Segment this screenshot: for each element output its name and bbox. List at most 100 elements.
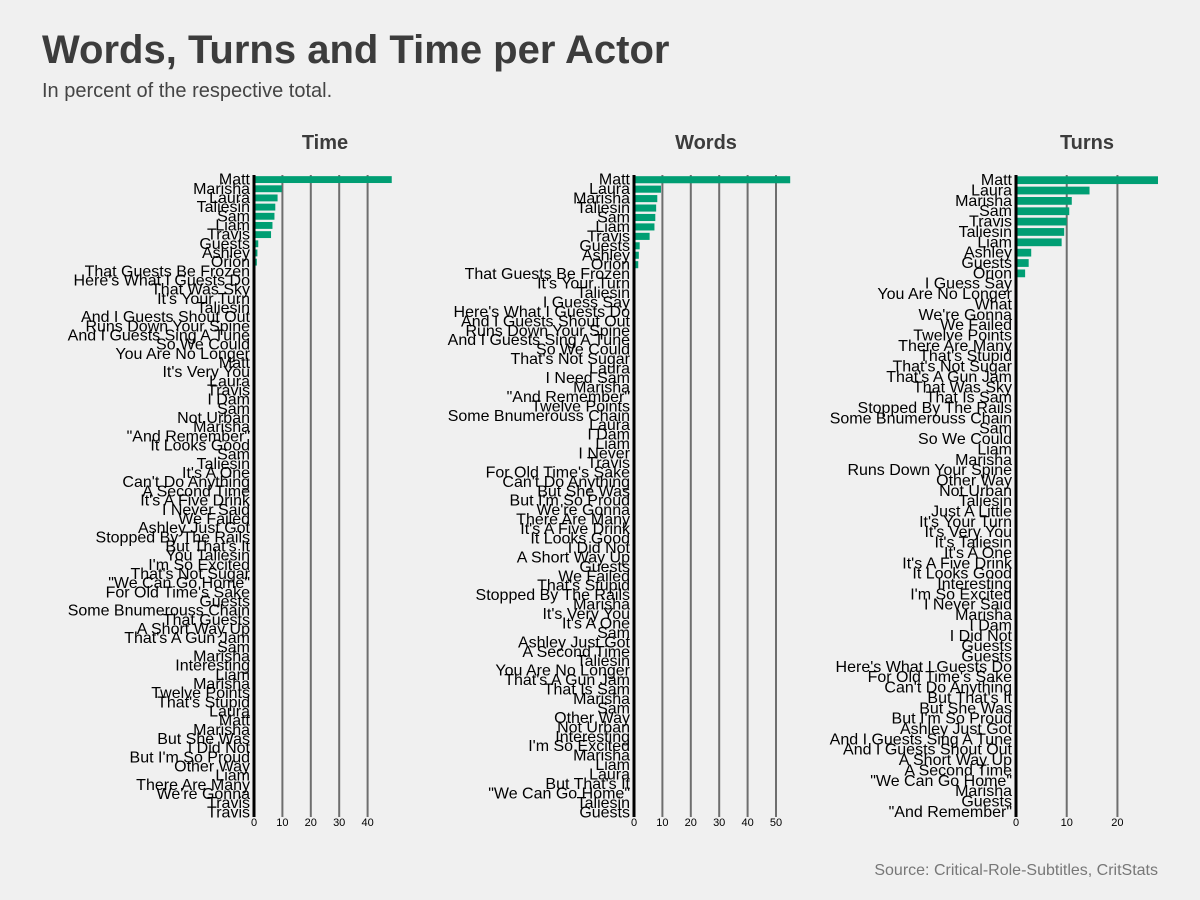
category-label: That Guests Be Frozen [85, 263, 250, 280]
category-label: So We Could [536, 342, 630, 359]
category-label: But She Was [537, 483, 630, 500]
category-label: Liam [595, 219, 630, 236]
category-label: Interesting [555, 729, 630, 746]
category-label: And I Guests Shout Out [461, 313, 631, 330]
category-label: Liam [215, 667, 250, 684]
category-label: We're Gonna [919, 307, 1013, 324]
category-label: Ashley [202, 245, 250, 262]
category-label: Some Bnumerouss Chain [830, 410, 1012, 427]
category-label: Liam [215, 217, 250, 234]
bar [254, 212, 275, 220]
category-label: Ashley [964, 245, 1012, 262]
category-label: It's A Five Drink [140, 493, 251, 510]
category-label: Marisha [573, 597, 630, 614]
category-label: Laura [209, 704, 250, 721]
bar [1016, 248, 1032, 257]
x-tick-label: 10 [276, 817, 288, 829]
category-label: Liam [977, 441, 1012, 458]
category-label: Laura [589, 361, 630, 378]
category-label: Matt [599, 172, 631, 189]
category-label: A Short Way Up [899, 752, 1012, 769]
category-label: Sam [597, 700, 630, 717]
bar [254, 185, 282, 193]
category-label: Matt [219, 713, 251, 730]
category-label: Other Way [936, 472, 1012, 489]
chart-subtitle: In percent of the respective total. [42, 80, 333, 102]
category-label: "We Can Go Home" [108, 575, 250, 592]
category-label: But That's It [165, 538, 250, 555]
category-label: Travis [207, 383, 250, 400]
category-label: I Need Sam [546, 370, 630, 387]
category-label: And I Guests Shout Out [843, 742, 1013, 759]
bar [1016, 176, 1158, 185]
category-label: It's A One [562, 615, 630, 632]
category-label: Runs Down Your Spine [85, 318, 250, 335]
category-label: Marisha [573, 379, 630, 396]
category-label: A Second Time [904, 762, 1012, 779]
category-label: Taliesin [577, 653, 630, 670]
category-label: Laura [589, 767, 630, 784]
category-label: That's Not Sugar [130, 566, 250, 583]
category-label: But She Was [919, 700, 1012, 717]
category-label: Liam [595, 757, 630, 774]
category-label: Taliesin [197, 300, 250, 317]
category-label: Sam [217, 639, 250, 656]
category-label: That Guests Be Frozen [465, 266, 630, 283]
category-label: It's Your Turn [537, 276, 630, 293]
category-label: Laura [209, 373, 250, 390]
category-label: Taliesin [197, 456, 250, 473]
category-label: For Old Time's Sake [868, 669, 1013, 686]
category-label: It Looks Good [912, 566, 1012, 583]
category-label: I Never Said [924, 597, 1012, 614]
category-label: But That's It [927, 690, 1012, 707]
category-label: Orion [973, 265, 1012, 282]
category-label: Matt [219, 355, 251, 372]
category-label: Travis [207, 804, 250, 821]
x-tick-label: 0 [251, 817, 257, 829]
category-label: A Second Time [142, 483, 250, 500]
bar [254, 249, 258, 257]
category-label: I Never Said [162, 502, 250, 519]
category-label: A Short Way Up [517, 549, 630, 566]
category-label: I Dam [969, 617, 1012, 634]
category-label: I Never [578, 446, 630, 463]
bar [634, 223, 655, 231]
bar [254, 240, 259, 248]
bar [634, 204, 657, 212]
category-label: You Taliesin [165, 548, 250, 565]
category-label: It's Very You [162, 364, 250, 381]
category-label: It's Your Turn [157, 291, 250, 308]
category-label: Taliesin [197, 199, 250, 216]
bar [634, 251, 639, 259]
x-tick-label: 50 [770, 817, 782, 829]
category-label: I'm So Excited [148, 557, 250, 574]
category-label: So We Could [918, 431, 1012, 448]
category-label: But I'm So Proud [130, 749, 250, 766]
category-label: A Short Way Up [137, 621, 250, 638]
category-label: Liam [977, 234, 1012, 251]
category-label: Marisha [955, 607, 1012, 624]
category-label: Sam [979, 203, 1012, 220]
category-label: "We Can Go Home" [488, 785, 630, 802]
category-label: We're Gonna [537, 502, 631, 519]
category-label: Taliesin [577, 200, 630, 217]
category-label: Marisha [573, 191, 630, 208]
category-label: Sam [217, 208, 250, 225]
bar [634, 213, 656, 222]
category-label: Sam [979, 421, 1012, 438]
category-label: Marisha [955, 452, 1012, 469]
category-label: Twelve Points [531, 398, 630, 415]
category-label: It's A Five Drink [520, 521, 631, 538]
bar [634, 176, 791, 184]
category-label: Laura [209, 190, 250, 207]
category-label: "And Remember" [889, 804, 1012, 821]
bar [254, 231, 272, 239]
category-label: "And Remember" [127, 428, 250, 445]
category-label: Taliesin [959, 224, 1012, 241]
category-label: Taliesin [959, 493, 1012, 510]
category-label: Laura [589, 181, 630, 198]
category-label: Liam [595, 436, 630, 453]
category-label: Guests [961, 793, 1012, 810]
category-label: Not Urban [177, 410, 250, 427]
category-label: Ashley Just Got [518, 634, 631, 651]
